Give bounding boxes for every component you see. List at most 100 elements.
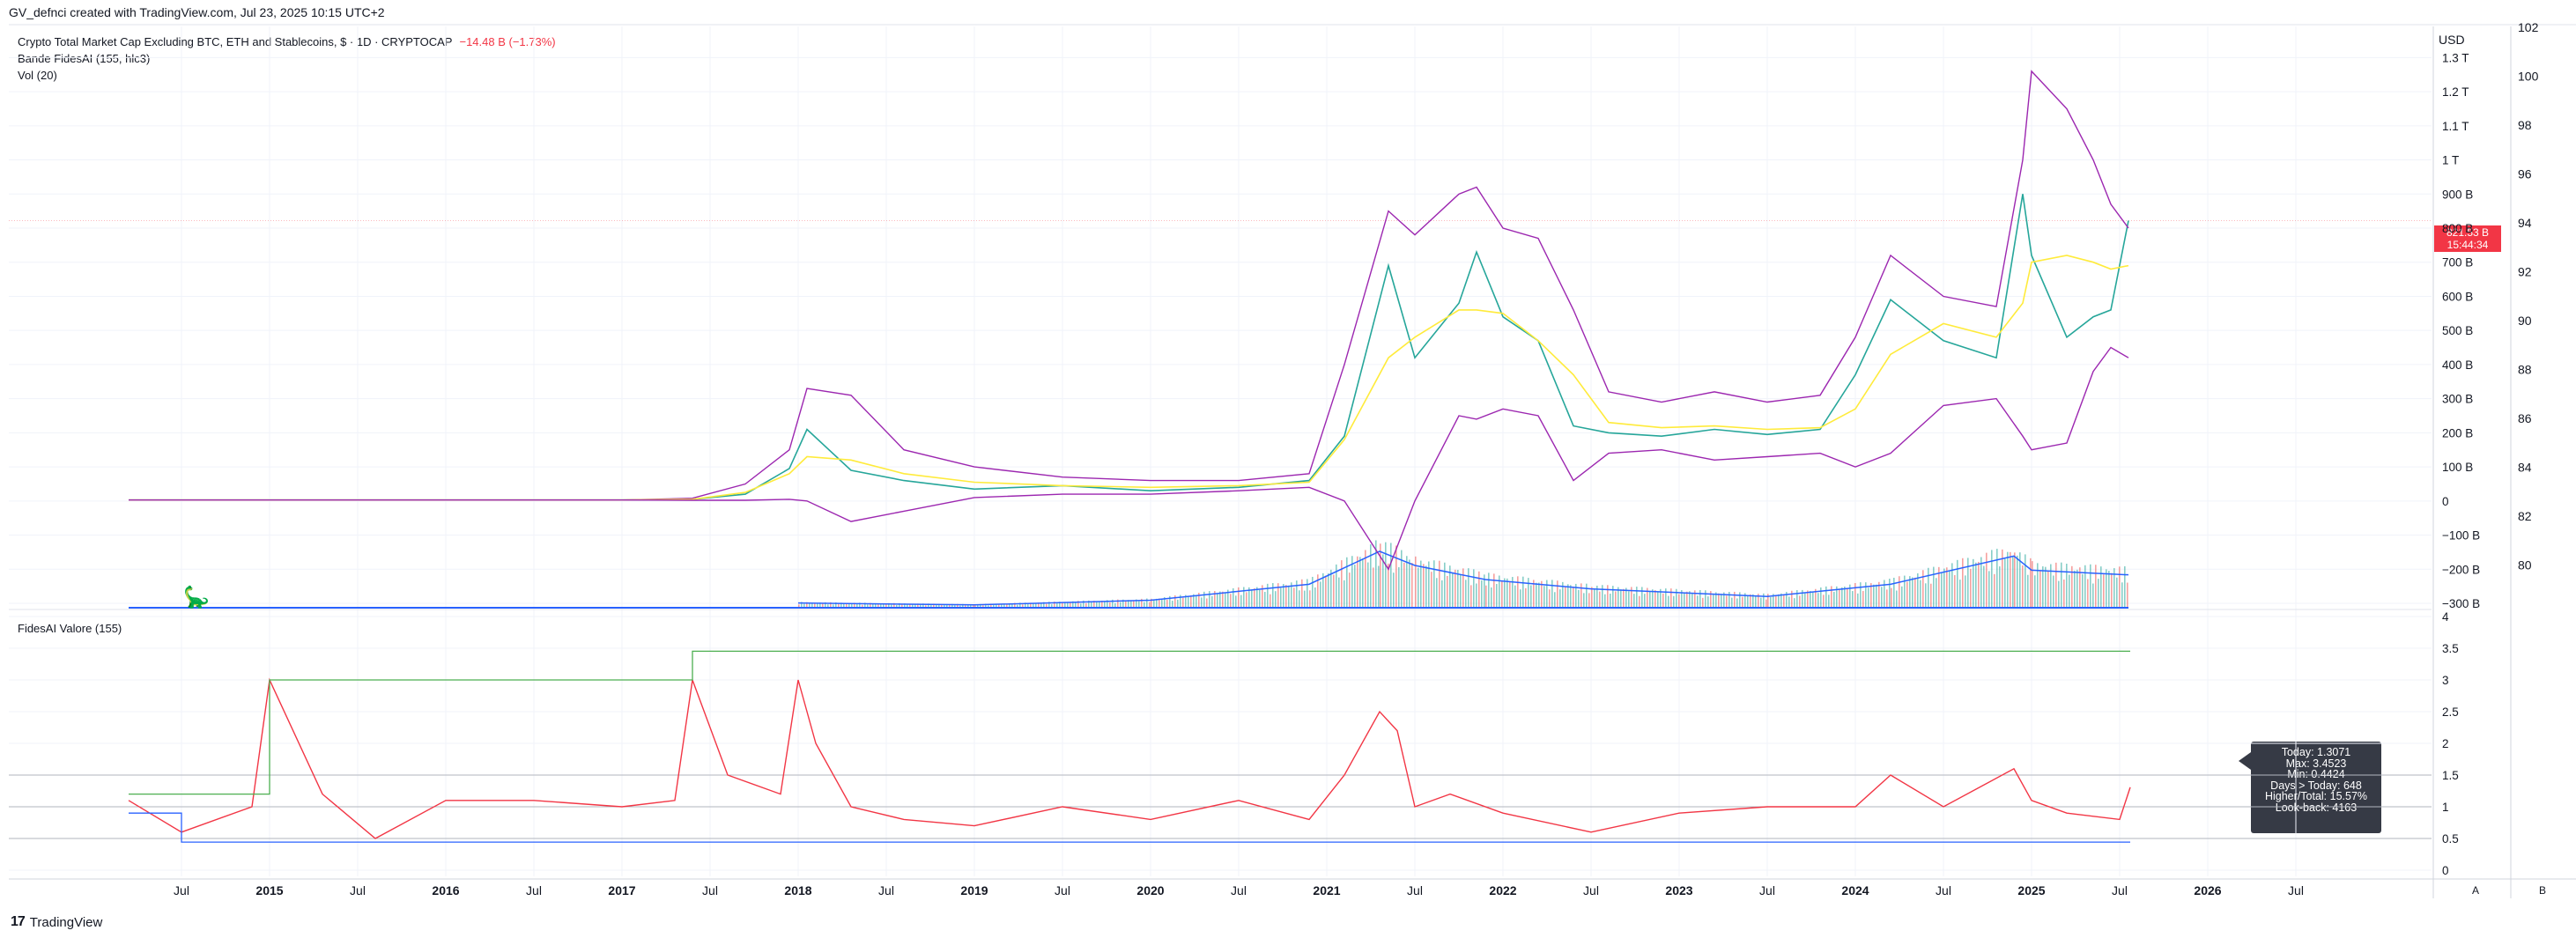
legend-main-series[interactable]: Crypto Total Market Cap Excluding BTC, E… bbox=[18, 33, 556, 50]
volume-bar bbox=[1096, 601, 1098, 608]
x-tick-label: 2023 bbox=[1665, 883, 1692, 897]
secondary-y-tick-label: 84 bbox=[2518, 461, 2532, 475]
volume-bar bbox=[1359, 557, 1361, 608]
volume-bar bbox=[1433, 560, 1435, 608]
volume-bar bbox=[1617, 587, 1619, 608]
volume-bar bbox=[2108, 571, 2110, 608]
x-tick-label: Jul bbox=[526, 883, 542, 897]
scale-buttons: A B bbox=[2472, 884, 2546, 897]
volume-bar bbox=[1452, 572, 1454, 608]
scale-button-b[interactable]: B bbox=[2539, 884, 2546, 897]
osc-y-tick-label: 3 bbox=[2442, 674, 2449, 687]
volume-bar bbox=[859, 602, 861, 608]
volume-bar bbox=[1504, 578, 1506, 608]
volume-bar bbox=[1415, 556, 1417, 608]
volume-bar bbox=[1256, 587, 1258, 608]
volume-bar bbox=[880, 603, 882, 608]
tradingview-logo-icon: 17 bbox=[11, 914, 26, 929]
volume-bar bbox=[2100, 566, 2102, 608]
volume-bar bbox=[2002, 549, 2003, 608]
volume-bar bbox=[1248, 587, 1250, 608]
volume-bar bbox=[1857, 593, 1859, 608]
scale-button-a[interactable]: A bbox=[2472, 884, 2479, 897]
volume-bar bbox=[1673, 595, 1675, 608]
volume-bar bbox=[954, 605, 956, 608]
volume-bar bbox=[946, 603, 948, 608]
volume-bar bbox=[893, 602, 895, 608]
x-tick-label: Jul bbox=[1936, 883, 1951, 897]
volume-bar bbox=[1330, 569, 1332, 608]
volume-bar bbox=[1876, 584, 1877, 608]
volume-bar bbox=[1378, 565, 1380, 608]
volume-bar bbox=[1293, 587, 1295, 608]
volume-bar bbox=[1607, 585, 1609, 608]
volume-bar bbox=[1933, 566, 1935, 608]
volume-bar bbox=[2019, 552, 2021, 608]
volume-bar bbox=[1575, 583, 1577, 608]
volume-bar bbox=[1411, 563, 1413, 608]
volume-bar bbox=[1665, 588, 1667, 608]
x-tick-label: 2025 bbox=[2017, 883, 2045, 897]
volume-bar bbox=[1941, 572, 1943, 608]
volume-bar bbox=[1107, 600, 1108, 608]
volume-bar bbox=[806, 602, 808, 608]
volume-bar bbox=[1562, 581, 1564, 608]
volume-bar bbox=[2025, 554, 2026, 608]
x-tick-label: 2019 bbox=[960, 883, 988, 897]
y-tick-label: 900 B bbox=[2442, 188, 2473, 201]
legend-indicator-bande[interactable]: Bande FidesAI (155, hlc3) bbox=[18, 52, 151, 65]
volume-bar bbox=[1235, 595, 1237, 608]
volume-bar bbox=[1994, 573, 1995, 608]
volume-bar bbox=[1628, 591, 1630, 608]
volume-bar bbox=[2127, 582, 2128, 608]
volume-bar bbox=[1549, 589, 1551, 608]
volume-bar bbox=[1641, 587, 1643, 608]
volume-bar bbox=[1431, 572, 1432, 608]
volume-bar bbox=[1920, 580, 1921, 608]
volume-bar bbox=[1227, 589, 1229, 608]
currency-label[interactable]: USD bbox=[2439, 33, 2465, 47]
volume-bar bbox=[1425, 565, 1427, 608]
volume-bar bbox=[1886, 589, 1888, 608]
volume-bar bbox=[1011, 604, 1013, 608]
volume-bar bbox=[1854, 583, 1856, 608]
volume-bar bbox=[1599, 591, 1601, 608]
y-tick-label: −100 B bbox=[2442, 529, 2480, 543]
x-tick-label: 2016 bbox=[432, 883, 459, 897]
volume-bar bbox=[1912, 577, 1913, 608]
chart-legend: Crypto Total Market Cap Excluding BTC, E… bbox=[18, 33, 556, 84]
volume-bar bbox=[949, 604, 951, 608]
volume-bar bbox=[2012, 556, 2014, 608]
volume-bar bbox=[1206, 598, 1208, 608]
volume-bar bbox=[914, 604, 916, 608]
volume-bar bbox=[1721, 594, 1722, 608]
volume-bar bbox=[1046, 603, 1047, 608]
volume-bar bbox=[967, 604, 969, 608]
volume-bar bbox=[1928, 567, 1929, 608]
volume-bar bbox=[1401, 550, 1403, 608]
volume-bar bbox=[1320, 581, 1321, 608]
volume-bar bbox=[1501, 580, 1503, 608]
volume-bar bbox=[1267, 583, 1269, 608]
volume-bar bbox=[1091, 602, 1092, 608]
volume-bar bbox=[1862, 591, 1864, 608]
volume-bar bbox=[1051, 604, 1053, 608]
legend-indicator-vol[interactable]: Vol (20) bbox=[18, 69, 57, 82]
volume-bar bbox=[809, 602, 811, 608]
oscillator-title[interactable]: FidesAI Valore (155) bbox=[18, 622, 122, 635]
volume-bar bbox=[1686, 591, 1688, 608]
volume-bar bbox=[1291, 582, 1292, 608]
volume-bar bbox=[1739, 592, 1741, 608]
volume-bar bbox=[1847, 588, 1848, 608]
volume-bar bbox=[1040, 603, 1042, 608]
volume-bar bbox=[1019, 602, 1021, 608]
volume-bar bbox=[1988, 571, 1990, 608]
volume-bar bbox=[1312, 576, 1314, 608]
volume-bar bbox=[1062, 602, 1063, 608]
osc-y-tick-label: 3.5 bbox=[2442, 642, 2459, 655]
volume-bar bbox=[925, 605, 927, 608]
volume-bar bbox=[1517, 576, 1519, 608]
tradingview-brand[interactable]: 17 TradingView bbox=[11, 914, 102, 930]
volume-bar bbox=[819, 602, 821, 608]
